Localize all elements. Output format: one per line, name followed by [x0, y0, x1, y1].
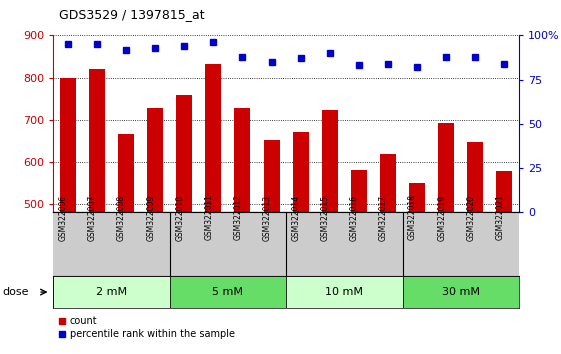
Text: 30 mM: 30 mM — [442, 287, 480, 297]
Bar — [467, 142, 483, 354]
Text: GSM322015: GSM322015 — [321, 194, 330, 241]
Text: GSM322010: GSM322010 — [175, 194, 184, 241]
Text: dose: dose — [3, 287, 29, 297]
Text: GDS3529 / 1397815_at: GDS3529 / 1397815_at — [59, 8, 205, 21]
Bar — [234, 108, 250, 354]
Bar — [380, 154, 396, 354]
Bar — [293, 132, 309, 354]
Text: GSM322009: GSM322009 — [146, 194, 155, 241]
Bar — [169, 276, 286, 308]
Bar — [60, 78, 76, 354]
Bar — [147, 108, 163, 354]
Text: 10 mM: 10 mM — [325, 287, 364, 297]
Text: GSM322008: GSM322008 — [117, 194, 126, 241]
Text: GSM322013: GSM322013 — [263, 194, 272, 241]
Text: GSM322020: GSM322020 — [466, 194, 475, 241]
Text: GSM322012: GSM322012 — [233, 194, 242, 240]
Text: 2 mM: 2 mM — [96, 287, 127, 297]
Text: GSM322019: GSM322019 — [437, 194, 446, 241]
Text: GSM322011: GSM322011 — [204, 194, 213, 240]
Bar — [176, 95, 192, 354]
Bar — [118, 135, 134, 354]
Bar — [89, 69, 105, 354]
Bar — [286, 276, 403, 308]
Text: 5 mM: 5 mM — [213, 287, 243, 297]
Bar — [409, 183, 425, 354]
Text: GSM322014: GSM322014 — [292, 194, 301, 241]
Bar — [438, 123, 454, 354]
Text: GSM322007: GSM322007 — [88, 194, 97, 241]
Bar — [322, 110, 338, 354]
Bar — [53, 276, 169, 308]
Text: GSM322016: GSM322016 — [350, 194, 359, 241]
Bar — [264, 140, 279, 354]
Bar — [403, 276, 519, 308]
Text: GSM322006: GSM322006 — [59, 194, 68, 241]
Text: GSM322018: GSM322018 — [408, 194, 417, 240]
Bar — [205, 64, 222, 354]
Legend: count, percentile rank within the sample: count, percentile rank within the sample — [58, 316, 235, 339]
Text: GSM322017: GSM322017 — [379, 194, 388, 241]
Text: GSM322021: GSM322021 — [495, 194, 504, 240]
Bar — [351, 170, 367, 354]
Bar — [496, 171, 512, 354]
